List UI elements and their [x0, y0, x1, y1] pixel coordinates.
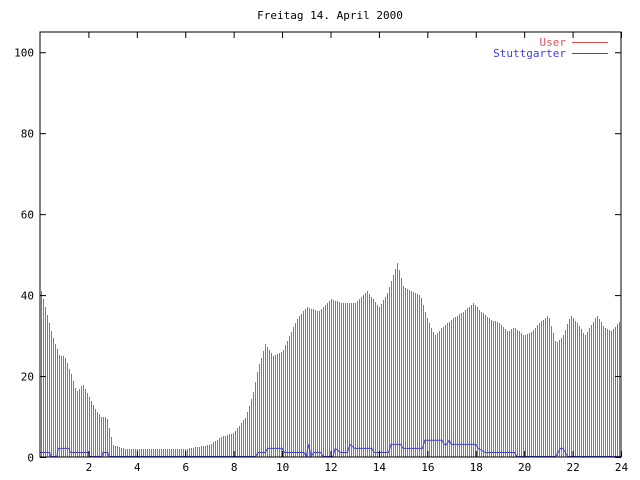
- x-tick-label: 8: [231, 461, 238, 474]
- legend-label: Stuttgarter: [493, 47, 566, 60]
- y-tick-label: 80: [21, 128, 34, 141]
- x-tick-label: 22: [566, 461, 579, 474]
- x-tick-label: 20: [518, 461, 531, 474]
- y-tick-label: 40: [21, 290, 34, 303]
- x-tick-label: 10: [276, 461, 289, 474]
- y-tick-label: 20: [21, 371, 34, 384]
- x-tick-label: 18: [470, 461, 483, 474]
- x-tick-label: 24: [615, 461, 629, 474]
- plot-area: [40, 263, 621, 458]
- chart-title: Freitag 14. April 2000: [257, 9, 403, 22]
- y-tick-label: 100: [14, 47, 34, 60]
- y-tick-label: 0: [27, 452, 34, 465]
- y-tick-label: 60: [21, 209, 34, 222]
- x-tick-label: 6: [182, 461, 189, 474]
- series-user: [41, 263, 620, 457]
- x-tick-label: 12: [324, 461, 337, 474]
- x-tick-label: 4: [134, 461, 141, 474]
- x-tick-label: 14: [373, 461, 387, 474]
- x-tick-label: 16: [421, 461, 434, 474]
- legend-label: User: [540, 36, 567, 49]
- x-tick-label: 2: [86, 461, 93, 474]
